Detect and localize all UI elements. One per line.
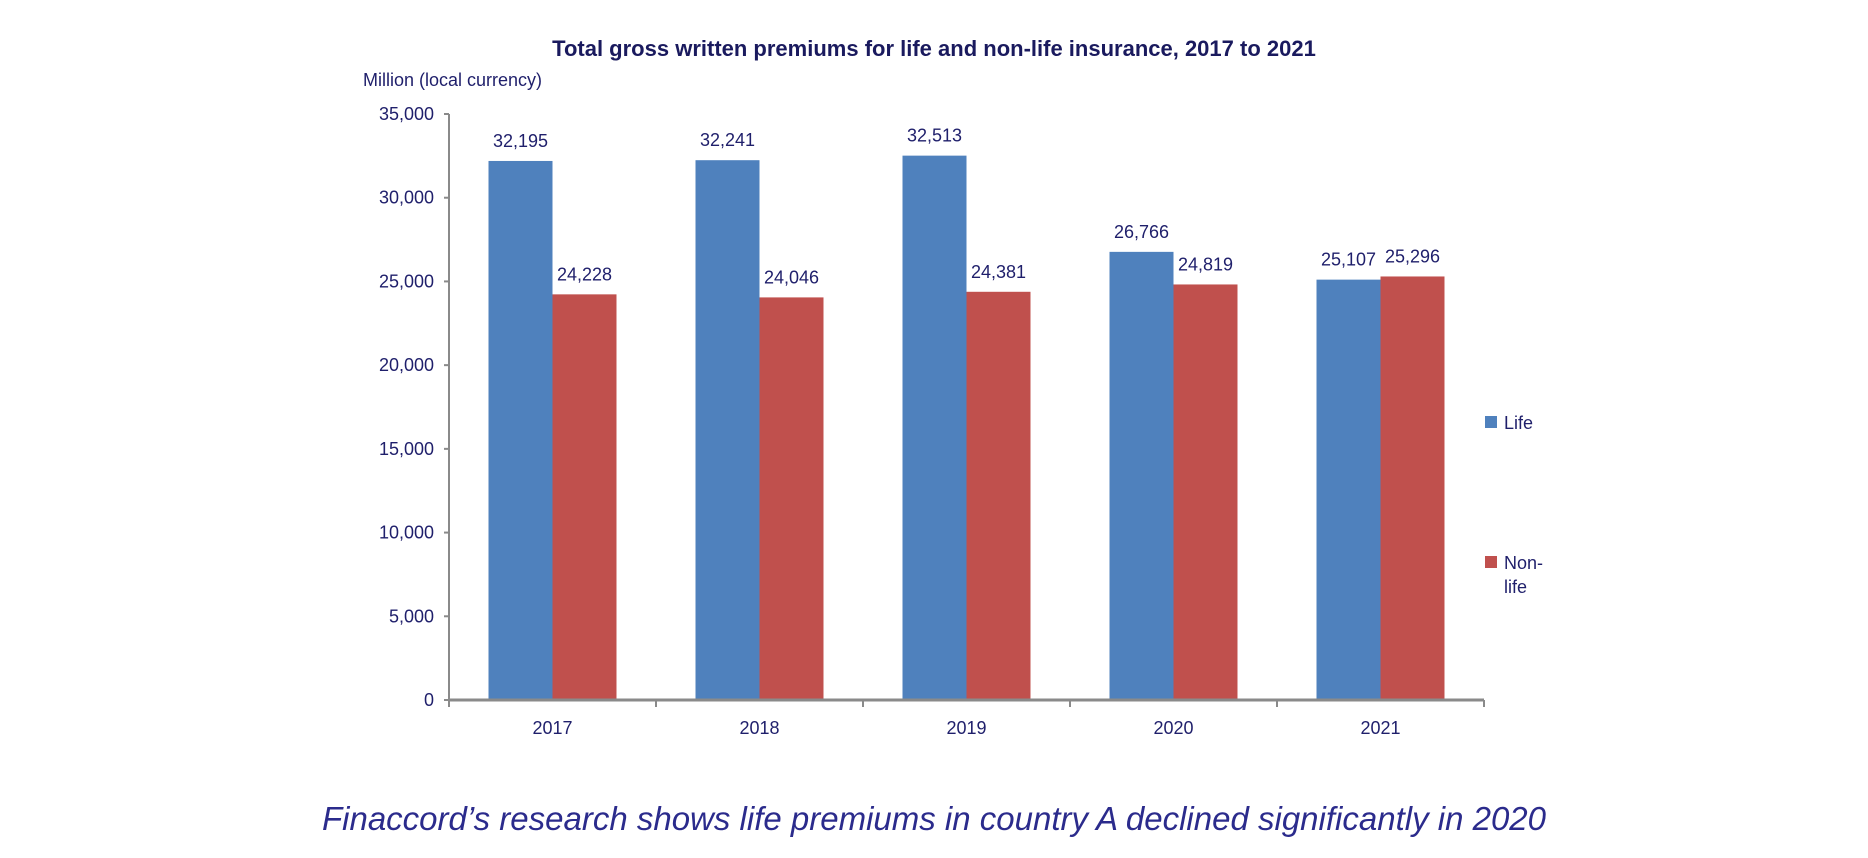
legend-label: Non- [1504,553,1543,573]
y-tick-label: 30,000 [379,188,434,208]
y-tick-label: 5,000 [389,606,434,626]
bar-life-2018 [695,160,760,700]
bar-life-2021 [1316,279,1381,700]
x-tick-label: 2021 [1360,718,1400,738]
y-axis-title: Million (local currency) [363,70,542,90]
bar-non-life-2019 [966,291,1031,700]
data-label: 25,296 [1385,246,1440,266]
y-tick-label: 25,000 [379,271,434,291]
data-label: 24,046 [764,267,819,287]
bar-non-life-2017 [552,294,617,700]
y-tick-label: 0 [424,690,434,710]
chart-title: Total gross written premiums for life an… [552,36,1316,61]
data-label: 24,381 [971,262,1026,282]
y-tick-label: 10,000 [379,523,434,543]
x-tick-label: 2017 [532,718,572,738]
legend-swatch-life [1485,416,1497,428]
data-label: 32,195 [493,131,548,151]
bar-non-life-2021 [1380,276,1445,700]
data-label: 32,513 [907,126,962,146]
legend-swatch-non-life [1485,556,1497,568]
bar-non-life-2020 [1173,284,1238,700]
caption: Finaccord’s research shows life premiums… [321,800,1546,837]
legend-label: life [1504,577,1527,597]
bar-life-2019 [902,155,967,701]
bar-life-2017 [488,160,553,700]
y-tick-label: 20,000 [379,355,434,375]
x-tick-label: 2018 [739,718,779,738]
data-label: 24,228 [557,264,612,284]
x-tick-label: 2019 [946,718,986,738]
x-tick-label: 2020 [1153,718,1193,738]
bar-non-life-2018 [759,297,824,700]
data-label: 26,766 [1114,222,1169,242]
data-label: 24,819 [1178,254,1233,274]
data-label: 25,107 [1321,250,1376,270]
bar-life-2020 [1109,251,1174,700]
y-tick-label: 15,000 [379,439,434,459]
data-label: 32,241 [700,130,755,150]
legend-label: Life [1504,413,1533,433]
y-tick-label: 35,000 [379,104,434,124]
